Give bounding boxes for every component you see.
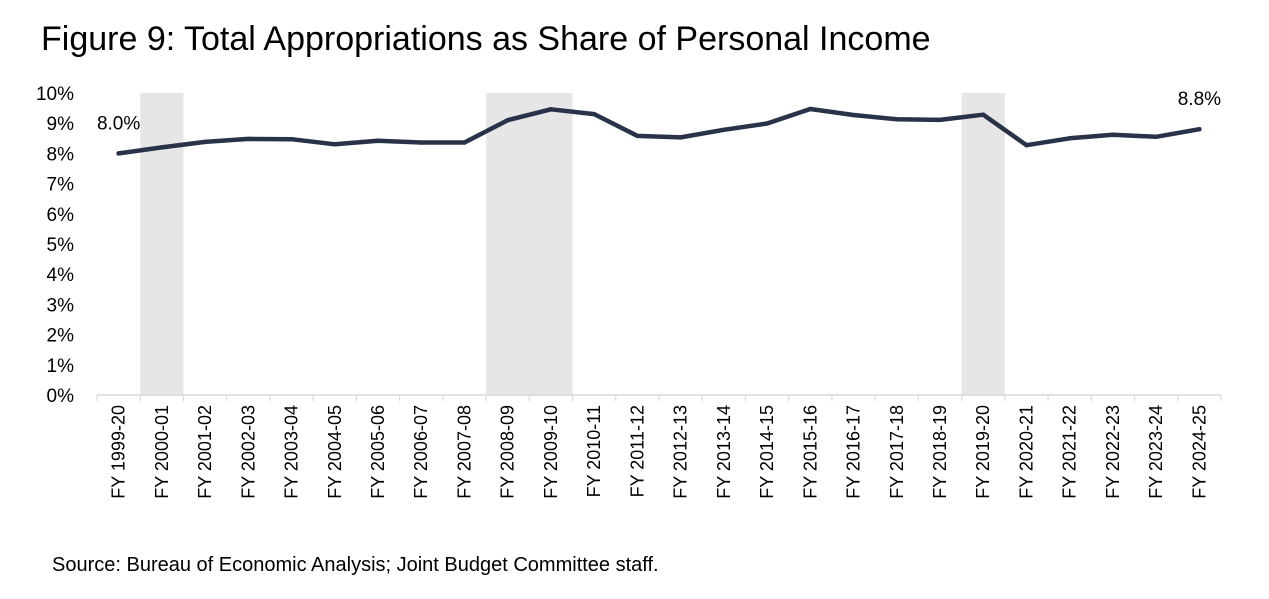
x-tick-label: FY 2024-25 <box>1189 405 1209 499</box>
data-point <box>548 107 554 112</box>
source-note: Source: Bureau of Economic Analysis; Joi… <box>52 554 659 576</box>
x-tick-label: FY 2013-14 <box>714 405 734 499</box>
y-axis: 0% 1% 2% 3% 4% 5% 6% 7% 8% 9% 10% <box>36 84 74 407</box>
x-tick-label: FY 2016-17 <box>844 405 864 499</box>
data-point <box>764 121 770 126</box>
x-tick-label: FY 2014-15 <box>757 405 777 499</box>
data-point <box>289 137 294 142</box>
y-tick-label: 7% <box>47 175 75 196</box>
x-tick-label: FY 2008-09 <box>498 405 518 499</box>
y-tick-label: 5% <box>47 235 75 256</box>
x-axis: FY 1999-20 FY 2000-01 FY 2001-02 FY 2002-03… <box>96 394 1222 499</box>
y-tick-label: 6% <box>47 205 75 226</box>
y-tick-label: 4% <box>47 265 75 286</box>
data-label: 8.0% <box>97 113 140 134</box>
data-point <box>332 142 337 147</box>
data-point <box>721 127 727 133</box>
data-point <box>851 112 856 118</box>
data-point <box>635 133 640 139</box>
data-labels: 8.0% 8.8% <box>97 89 1221 134</box>
y-tick-label: 1% <box>47 356 75 377</box>
chart-title: Figure 9: Total Appropriations as Share … <box>41 20 931 58</box>
data-point <box>246 136 251 142</box>
data-point <box>678 135 683 140</box>
x-tick-label: FY 2017-18 <box>887 405 907 499</box>
data-point <box>202 139 208 145</box>
data-point <box>159 145 165 150</box>
x-tick-label: FY 2007-08 <box>454 405 474 499</box>
data-point <box>1024 143 1029 148</box>
shaded-period-2 <box>486 93 573 395</box>
x-tick-label: FY 2003-04 <box>282 405 302 499</box>
y-tick-label: 3% <box>47 295 75 316</box>
x-tick-label: FY 2000-01 <box>152 405 172 499</box>
series-layer <box>116 106 1202 156</box>
x-tick-label: FY 2002-03 <box>238 405 258 499</box>
x-tick-label: FY 2023-24 <box>1146 405 1166 499</box>
data-point <box>116 151 121 156</box>
y-tick-label: 2% <box>47 326 75 347</box>
x-tick-label: FY 2015-16 <box>800 405 820 499</box>
y-tick-label: 9% <box>47 114 75 135</box>
data-point <box>591 111 597 117</box>
x-tick-label: FY 2021-22 <box>1060 405 1080 499</box>
y-tick-label: 0% <box>47 386 75 407</box>
data-point <box>808 106 813 112</box>
data-point <box>937 117 943 123</box>
y-tick-label: 8% <box>47 144 75 165</box>
x-tick-label: FY 2010-11 <box>584 405 604 497</box>
x-tick-label: FY 2011-12 <box>627 405 647 497</box>
data-point <box>505 117 510 123</box>
x-tick-label: FY 2022-23 <box>1103 405 1123 499</box>
x-tick-label: FY 2012-13 <box>671 405 691 499</box>
y-tick-label: 10% <box>36 84 74 105</box>
data-point <box>1153 134 1159 139</box>
x-tick-label: FY 2001-02 <box>195 405 215 499</box>
x-tick-label: FY 2009-10 <box>541 405 561 499</box>
data-point <box>462 140 467 145</box>
x-tick-label: FY 2018-19 <box>930 405 950 499</box>
data-point <box>894 117 899 122</box>
x-tick-label: FY 1999-20 <box>109 405 129 499</box>
data-point <box>981 112 986 117</box>
shaded-period-1 <box>140 93 184 395</box>
data-label: 8.8% <box>1178 89 1221 110</box>
data-point <box>1197 127 1202 132</box>
series-line <box>116 106 1202 156</box>
shaded-period-3 <box>961 93 1005 395</box>
x-tick-label: FY 2004-05 <box>325 405 345 499</box>
x-tick-label: FY 2005-06 <box>368 405 388 499</box>
x-tick-label: FY 2006-07 <box>411 405 431 499</box>
data-point <box>1067 136 1072 141</box>
data-point <box>1110 132 1116 137</box>
x-tick-label: FY 2020-21 <box>1016 405 1036 499</box>
x-tick-label: FY 2019-20 <box>973 405 993 499</box>
data-point <box>419 140 424 145</box>
data-point <box>375 138 381 143</box>
